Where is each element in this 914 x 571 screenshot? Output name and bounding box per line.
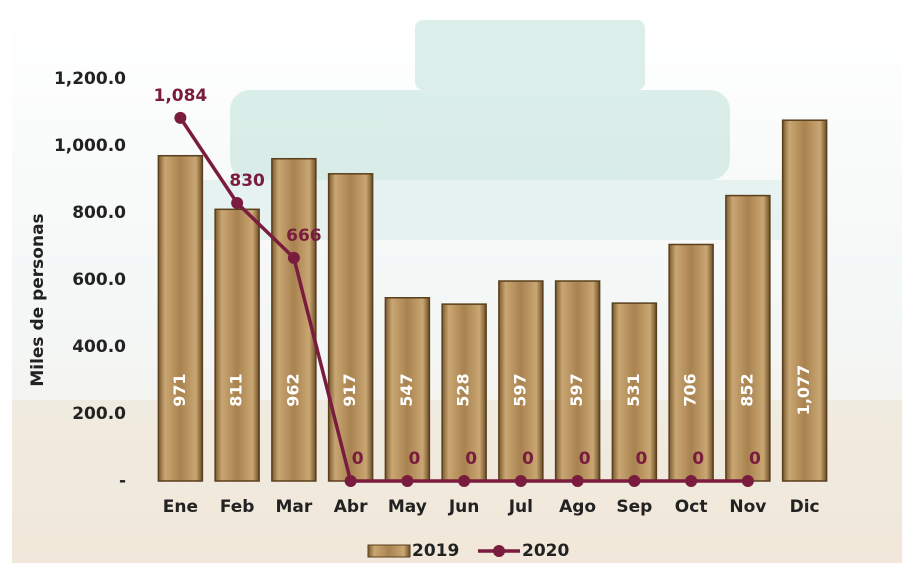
line-point [572,475,584,487]
chart: Miles de personas - 200.0 400.0 600.0 800.0 1… [0,0,914,571]
line-value-label: 0 [692,449,704,469]
x-tick-label: Ene [163,497,198,517]
legend-swatch [368,545,410,557]
line-point [174,112,186,124]
line-value-label: 0 [352,449,364,469]
y-tick-label: 200.0 [72,404,126,424]
line-point [628,475,640,487]
bar-value-label: 811 [227,373,246,406]
y-tick-label: 400.0 [72,337,126,357]
x-tick-label: Abr [334,497,368,517]
legend-label: 2020 [522,541,569,561]
bar-value-label: 528 [454,373,473,406]
bar-value-label: 597 [567,373,586,406]
line-value-label: 0 [465,449,477,469]
line-point [401,475,413,487]
legend-marker [493,545,505,557]
line-value-label: 0 [635,449,647,469]
line-value-label: 0 [408,449,420,469]
line-point [515,475,527,487]
y-tick-label: 1,000.0 [54,136,126,156]
line-value-label: 0 [522,449,534,469]
x-tick-label: Mar [275,497,312,517]
line-value-label: 0 [749,449,761,469]
x-tick-label: May [388,497,427,517]
bar [783,120,827,481]
bar [158,156,202,481]
line-value-label: 0 [579,449,591,469]
y-tick-label: 600.0 [72,270,126,290]
x-tick-label: Nov [729,497,766,517]
bar [726,196,770,481]
line-value-label: 830 [229,171,265,191]
bar-value-label: 1,077 [794,365,813,416]
x-tick-label: Feb [220,497,255,517]
bar-value-label: 706 [681,373,700,406]
y-tick-label: 1,200.0 [54,69,126,89]
line-point [742,475,754,487]
x-tick-label: Ago [559,497,596,517]
line-value-label: 1,084 [153,86,207,106]
line-point [231,197,243,209]
line-point [345,475,357,487]
y-tick-label: - [119,471,126,491]
legend-label: 2019 [412,541,459,561]
bar [329,174,373,481]
line-point [458,475,470,487]
bar-value-label: 852 [737,373,756,406]
bar-value-label: 531 [624,373,643,406]
x-tick-label: Jul [508,497,533,517]
x-tick-label: Sep [616,497,652,517]
bar-value-label: 971 [170,373,189,406]
bar-value-label: 917 [340,373,359,406]
line-point [288,252,300,264]
x-tick-label: Oct [675,497,708,517]
x-tick-label: Dic [790,497,820,517]
line-value-label: 666 [286,226,322,246]
bar-value-label: 547 [397,373,416,406]
y-tick-label: 800.0 [72,203,126,223]
bar [669,244,713,481]
bar [215,209,259,481]
bar-value-label: 962 [283,373,302,406]
line-point [685,475,697,487]
x-tick-label: Jun [448,497,480,517]
bar-value-label: 597 [510,373,529,406]
y-axis-title: Miles de personas [28,213,48,386]
